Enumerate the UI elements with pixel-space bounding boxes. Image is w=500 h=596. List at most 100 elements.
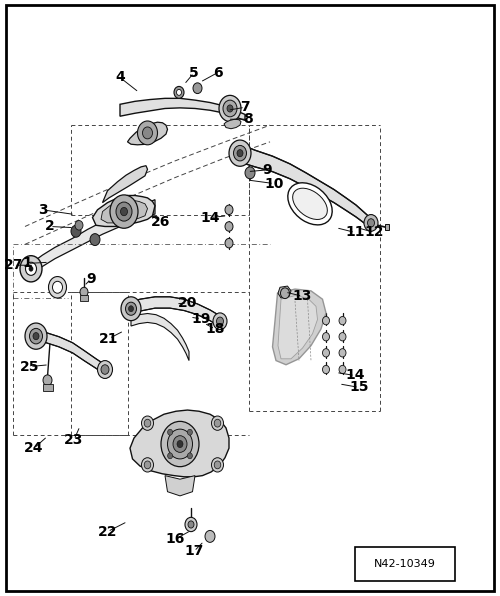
Circle shape	[280, 288, 289, 299]
Text: 12: 12	[364, 225, 384, 240]
Text: 6: 6	[212, 66, 222, 80]
Text: 5: 5	[189, 66, 199, 80]
Text: 15: 15	[349, 380, 369, 395]
Polygon shape	[31, 200, 155, 274]
Text: 25: 25	[20, 359, 40, 374]
Polygon shape	[272, 289, 326, 365]
Polygon shape	[101, 200, 148, 223]
Polygon shape	[224, 119, 241, 129]
Circle shape	[144, 461, 151, 469]
Circle shape	[168, 453, 172, 459]
Polygon shape	[120, 98, 245, 120]
Text: 9: 9	[86, 272, 96, 286]
Polygon shape	[42, 384, 52, 391]
Text: 17: 17	[184, 544, 204, 558]
Circle shape	[185, 517, 197, 532]
Text: 4: 4	[115, 70, 125, 85]
Circle shape	[205, 530, 215, 542]
Circle shape	[75, 221, 83, 230]
Text: 24: 24	[24, 441, 44, 455]
Circle shape	[174, 86, 184, 98]
Circle shape	[364, 215, 378, 231]
Text: 10: 10	[264, 176, 283, 191]
Circle shape	[193, 83, 202, 94]
Circle shape	[25, 323, 47, 349]
Polygon shape	[80, 295, 88, 301]
Text: 21: 21	[99, 331, 119, 346]
Circle shape	[176, 89, 182, 95]
Circle shape	[322, 365, 330, 374]
Circle shape	[26, 262, 36, 275]
Circle shape	[234, 145, 246, 161]
Text: 26: 26	[152, 215, 171, 229]
Circle shape	[110, 195, 138, 228]
Circle shape	[368, 219, 374, 227]
Text: 18: 18	[206, 322, 225, 336]
Polygon shape	[92, 195, 155, 226]
Circle shape	[126, 302, 136, 315]
Circle shape	[71, 225, 81, 237]
Circle shape	[223, 100, 237, 117]
Circle shape	[229, 140, 251, 166]
Circle shape	[322, 333, 330, 341]
Circle shape	[98, 361, 112, 378]
Circle shape	[188, 453, 192, 459]
Circle shape	[52, 281, 62, 293]
Text: 7: 7	[240, 100, 250, 114]
Circle shape	[177, 440, 183, 448]
Polygon shape	[128, 297, 220, 327]
Text: 13: 13	[293, 289, 312, 303]
Text: 9: 9	[262, 163, 272, 177]
Circle shape	[142, 416, 154, 430]
Circle shape	[214, 461, 221, 469]
Ellipse shape	[288, 183, 332, 225]
Circle shape	[237, 150, 243, 157]
Text: 14: 14	[345, 368, 365, 383]
Circle shape	[116, 202, 132, 221]
Circle shape	[80, 287, 88, 297]
Text: 2: 2	[45, 219, 55, 234]
Text: 19: 19	[192, 312, 210, 326]
Circle shape	[120, 207, 128, 216]
Circle shape	[33, 333, 39, 340]
Circle shape	[245, 167, 255, 179]
Polygon shape	[385, 224, 389, 230]
Text: 1: 1	[22, 256, 32, 271]
Circle shape	[339, 316, 346, 325]
Circle shape	[128, 306, 134, 312]
Ellipse shape	[292, 188, 328, 219]
Circle shape	[30, 328, 43, 344]
Polygon shape	[130, 410, 229, 477]
Circle shape	[339, 365, 346, 374]
Circle shape	[322, 316, 330, 325]
Text: 20: 20	[178, 296, 197, 310]
Circle shape	[225, 238, 233, 248]
Polygon shape	[165, 476, 195, 496]
Circle shape	[216, 317, 224, 325]
Circle shape	[188, 429, 192, 435]
Circle shape	[142, 127, 152, 139]
Circle shape	[161, 421, 199, 467]
Text: N42-10349: N42-10349	[374, 559, 436, 569]
Text: 16: 16	[166, 532, 184, 547]
Circle shape	[214, 419, 221, 427]
Circle shape	[90, 234, 100, 246]
Circle shape	[101, 365, 109, 374]
Circle shape	[121, 297, 141, 321]
Circle shape	[48, 277, 66, 298]
Text: 27: 27	[4, 258, 24, 272]
Circle shape	[29, 266, 33, 271]
Circle shape	[339, 349, 346, 357]
Circle shape	[212, 416, 224, 430]
Circle shape	[20, 256, 42, 282]
Polygon shape	[128, 122, 168, 145]
Circle shape	[168, 429, 192, 459]
Text: 3: 3	[38, 203, 48, 217]
Polygon shape	[131, 313, 189, 361]
Text: 23: 23	[64, 433, 84, 447]
Bar	[355, 547, 455, 581]
Circle shape	[227, 105, 233, 112]
Circle shape	[219, 95, 241, 122]
Circle shape	[225, 222, 233, 231]
Text: 8: 8	[242, 112, 252, 126]
